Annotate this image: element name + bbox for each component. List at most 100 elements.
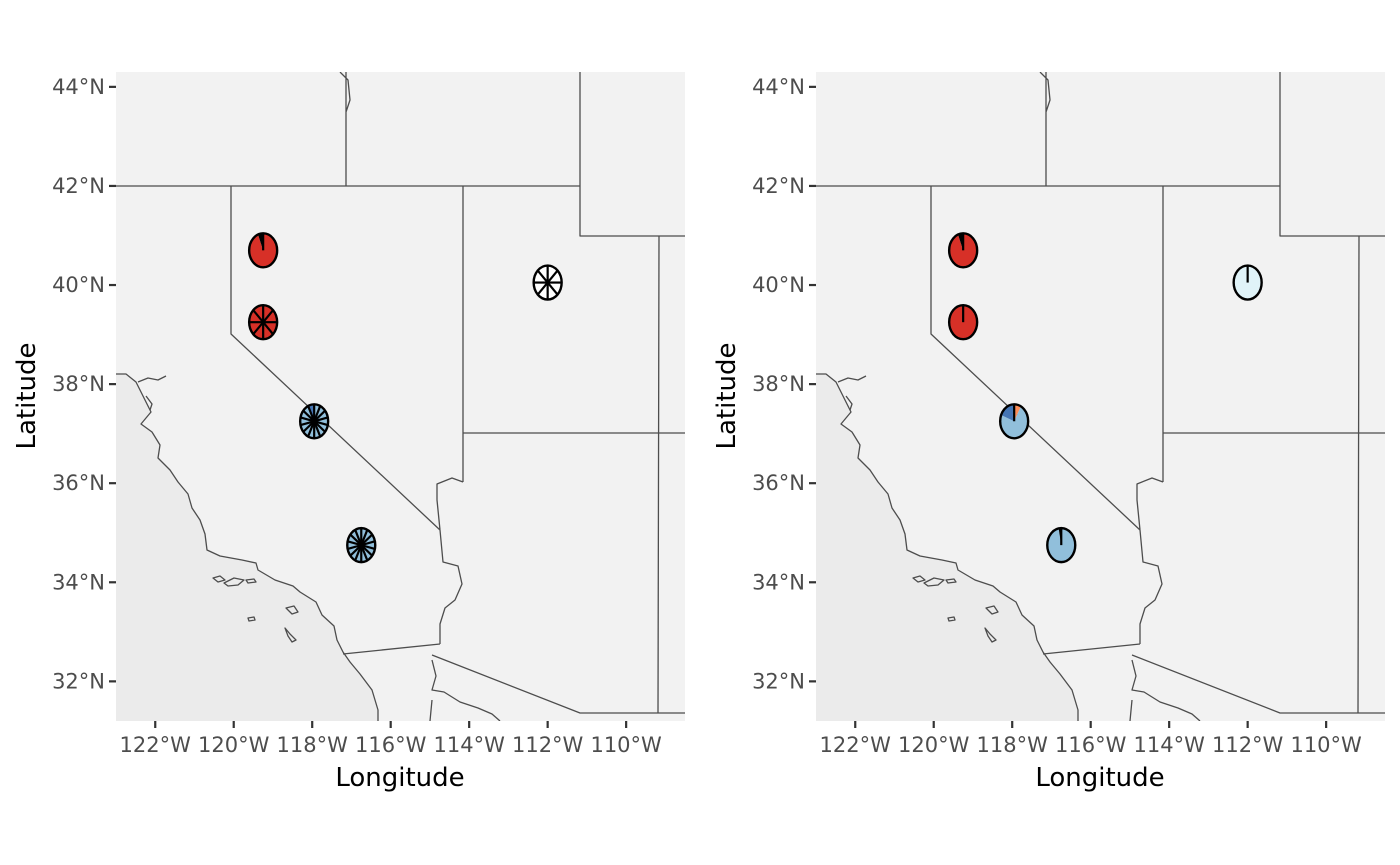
pie-chart-marker — [1046, 526, 1077, 564]
pie-spoke — [360, 533, 373, 546]
channel-island — [247, 616, 256, 622]
pie-spoke — [360, 544, 376, 550]
pie-slice — [1001, 404, 1015, 422]
pie-spoke — [546, 269, 559, 284]
sf-bay-coast — [137, 375, 167, 411]
pie-spoke — [536, 281, 549, 296]
pie-spoke — [354, 529, 363, 546]
pie-spoke — [313, 416, 329, 423]
pie-spoke — [262, 321, 274, 335]
pie-spoke — [347, 544, 362, 550]
x-tick-label: 110°W — [590, 733, 662, 757]
pie-slice — [1014, 404, 1021, 422]
x-axis: 122°W 120°W 118°W 116°W 114°W 112°W 110°W — [820, 721, 1362, 757]
pie-outline — [247, 303, 279, 341]
ocean-area — [816, 371, 1078, 721]
ocean-area — [116, 371, 378, 721]
pie-spoke — [313, 420, 329, 427]
x-tick-label: 122°W — [820, 733, 892, 757]
y-tick-label: 32°N — [52, 669, 105, 693]
x-tick-label: 118°W — [277, 733, 349, 757]
y-axis-title: Latitude — [712, 342, 742, 449]
pie-outline — [947, 232, 979, 269]
pie-outline — [998, 403, 1030, 440]
pie-markers — [247, 232, 563, 564]
channel-island — [984, 627, 997, 643]
map-panel-2: 122°W 120°W 118°W 116°W 114°W 112°W 110°W 32°N… — [712, 72, 1385, 793]
pie-spoke — [360, 540, 376, 547]
pie-outline — [346, 526, 377, 564]
pie-slice — [249, 233, 278, 268]
y-tick-label: 34°N — [752, 570, 805, 594]
channel-island — [284, 627, 297, 643]
pie-spoke — [252, 309, 265, 323]
x-tick-label: 112°W — [1212, 733, 1284, 757]
pie-chart-marker — [247, 303, 279, 341]
baja-gulf-coast — [429, 659, 501, 721]
channel-island — [223, 577, 245, 587]
y-tick-label: 38°N — [52, 372, 105, 396]
pie-chart-marker — [947, 303, 979, 341]
y-tick-label: 42°N — [52, 174, 105, 198]
pie-slice — [949, 233, 978, 268]
y-tick-label: 42°N — [752, 174, 805, 198]
pie-outline — [532, 264, 563, 301]
y-tick-label: 40°N — [752, 273, 805, 297]
y-tick-label: 34°N — [52, 570, 105, 594]
y-tick-label: 44°N — [52, 75, 105, 99]
baja-gulf-coast — [1129, 659, 1201, 721]
x-axis-title: Longitude — [335, 763, 464, 793]
channel-island — [947, 616, 956, 622]
pie-markers — [947, 232, 1263, 564]
state-borders — [816, 72, 1385, 714]
x-tick-label: 114°W — [1133, 733, 1205, 757]
pie-spoke — [300, 416, 315, 423]
pie-spoke — [360, 529, 369, 546]
pie-spoke — [347, 540, 362, 547]
y-axis-title: Latitude — [12, 342, 42, 449]
channel-island — [245, 578, 257, 584]
y-axis: 32°N 34°N 36°N 38°N 40°N 42°N 44°N — [52, 75, 116, 693]
pie-spoke — [546, 281, 559, 296]
x-tick-label: 116°W — [1055, 733, 1127, 757]
pie-outline — [947, 303, 979, 341]
channel-island — [945, 578, 957, 584]
pie-outline — [1232, 264, 1263, 301]
y-tick-label: 32°N — [752, 669, 805, 693]
x-tick-label: 114°W — [433, 733, 505, 757]
pie-outline — [298, 403, 330, 440]
pie-spoke — [349, 544, 363, 557]
pie-spoke — [302, 420, 315, 433]
pie-chart-marker — [532, 264, 563, 301]
x-tick-label: 112°W — [512, 733, 584, 757]
pie-outline — [1046, 526, 1077, 564]
pie-chart-marker — [247, 232, 279, 269]
x-tick-label: 118°W — [977, 733, 1049, 757]
channel-island — [985, 605, 999, 615]
channel-island — [285, 605, 299, 615]
x-axis-title: Longitude — [1035, 763, 1164, 793]
pie-spoke — [313, 405, 322, 422]
pie-slice — [1000, 406, 1029, 439]
x-axis: 122°W 120°W 118°W 116°W 114°W 112°W 110°W — [120, 721, 662, 757]
pie-slice — [958, 233, 964, 251]
x-tick-label: 120°W — [198, 733, 270, 757]
x-tick-label: 122°W — [120, 733, 192, 757]
y-tick-label: 40°N — [52, 273, 105, 297]
pie-spoke — [262, 309, 274, 323]
pie-spoke — [307, 420, 316, 437]
x-tick-label: 120°W — [898, 733, 970, 757]
pie-chart-marker — [346, 526, 377, 564]
y-tick-label: 38°N — [752, 372, 805, 396]
pie-spoke — [536, 269, 549, 284]
x-tick-label: 116°W — [355, 733, 427, 757]
map-panel-1: 122°W 120°W 118°W 116°W 114°W 112°W 110°W 32°N… — [12, 72, 685, 793]
coastline — [816, 373, 1079, 721]
channel-island — [923, 577, 945, 587]
coastline — [116, 373, 379, 721]
pie-outline — [247, 232, 279, 269]
pie-spoke — [313, 409, 326, 423]
state-borders — [116, 72, 685, 714]
pie-chart-marker — [998, 403, 1030, 440]
